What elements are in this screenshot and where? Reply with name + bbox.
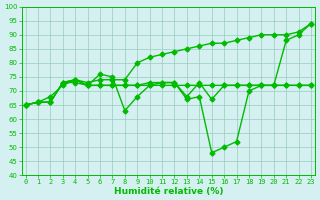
X-axis label: Humidité relative (%): Humidité relative (%) xyxy=(114,187,223,196)
